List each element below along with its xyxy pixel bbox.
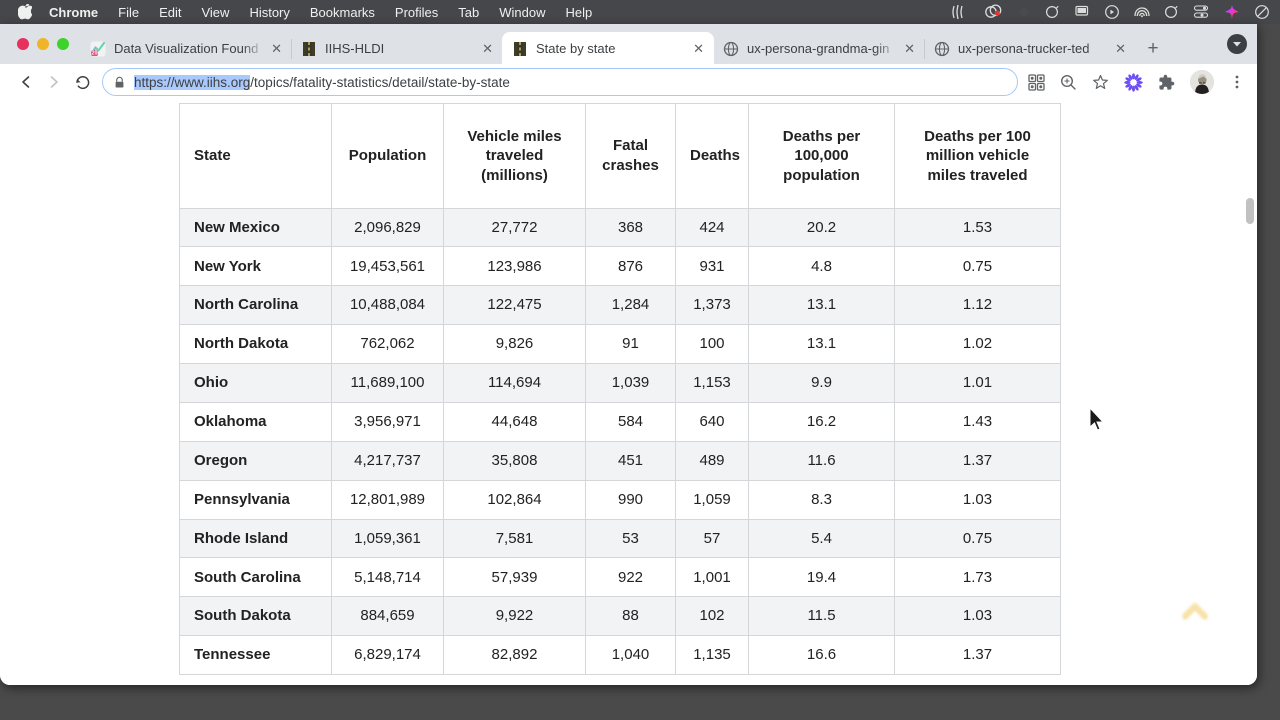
svg-text:20: 20 [92, 50, 98, 56]
